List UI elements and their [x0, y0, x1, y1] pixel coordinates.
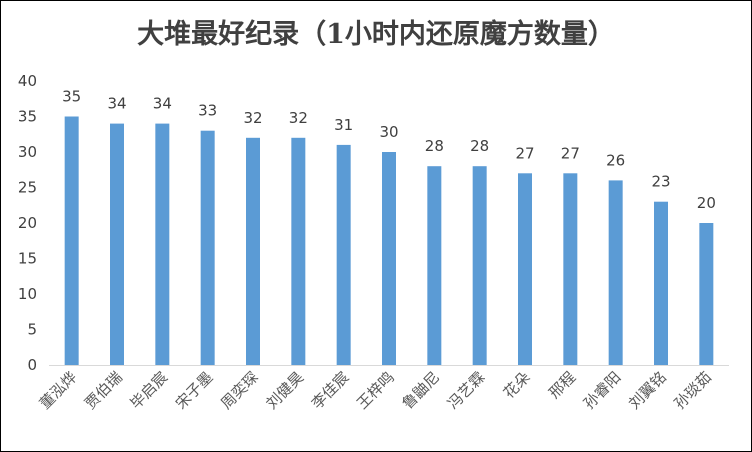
data-label: 31: [334, 116, 353, 134]
data-label: 26: [606, 151, 625, 169]
bar: [608, 180, 623, 365]
x-tick-label: 李佳宸: [308, 368, 353, 413]
bar: [110, 123, 124, 365]
y-tick-label: 10: [18, 285, 37, 303]
bar: [654, 201, 668, 365]
bars: [64, 116, 714, 365]
data-label: 34: [107, 95, 126, 113]
y-tick-label: 15: [18, 250, 37, 268]
x-tick-label: 刘翼铭: [625, 368, 670, 413]
x-tick-label: 贾伯瑞: [81, 368, 126, 413]
y-tick-label: 5: [27, 321, 37, 339]
data-label: 32: [289, 109, 308, 127]
y-tick-label: 0: [27, 356, 37, 374]
y-tick-label: 35: [18, 108, 37, 126]
y-axis-ticks: 0 5 10 15 20 25 30 35 40: [18, 72, 37, 374]
bar: [155, 123, 170, 365]
bar: [246, 137, 260, 365]
x-axis-tick-labels: 董泓烨 贾伯瑞 毕启宸 宋子墨 周奕琛 刘健昊 李佳宸 王梓鸣 鲁鼬尼 冯艺霖 花朵 邢程 孙睿阳 刘翼铭…: [36, 368, 715, 413]
y-tick-label: 40: [18, 72, 37, 90]
y-tick-label: 20: [18, 214, 37, 232]
bar: [427, 166, 442, 365]
data-label: 27: [515, 144, 534, 162]
bar: [64, 116, 79, 365]
data-label: 27: [561, 144, 580, 162]
data-label: 28: [425, 137, 444, 155]
x-tick-label: 邢程: [545, 368, 579, 402]
data-label: 33: [198, 102, 217, 120]
y-tick-label: 30: [18, 143, 37, 161]
data-label: 32: [243, 109, 262, 127]
data-label: 34: [153, 95, 172, 113]
bar: [472, 166, 487, 365]
x-tick-label: 冯艺霖: [444, 368, 489, 413]
x-tick-label: 孙琰茹: [671, 368, 716, 413]
data-label: 28: [470, 137, 489, 155]
data-labels: 35 34 34 33 32 32 31 30 28 28 27 27 26 23 20: [62, 88, 716, 213]
x-tick-label: 鲁鼬尼: [399, 368, 444, 413]
x-tick-label: 宋子墨: [172, 368, 217, 413]
y-tick-label: 25: [18, 179, 37, 197]
bar: [336, 144, 351, 365]
data-label: 20: [697, 194, 716, 212]
x-tick-label: 周奕琛: [217, 368, 262, 413]
data-label: 35: [62, 88, 81, 106]
x-tick-label: 毕启宸: [127, 368, 172, 413]
data-label: 30: [379, 123, 398, 141]
bar: [518, 173, 532, 365]
x-tick-label: 花朵: [500, 368, 534, 402]
bar: [382, 152, 396, 365]
x-tick-label: 孙睿阳: [580, 368, 625, 413]
x-tick-label: 董泓烨: [36, 368, 81, 413]
data-label: 23: [651, 173, 670, 191]
x-tick-label: 刘健昊: [263, 368, 308, 413]
x-tick-label: 王梓鸣: [353, 368, 398, 413]
bar: [200, 130, 215, 365]
bar: [699, 223, 714, 365]
chart-title: 大堆最好纪录（1小时内还原魔方数量）: [137, 18, 615, 50]
bar: [563, 173, 578, 365]
bar: [291, 137, 306, 365]
